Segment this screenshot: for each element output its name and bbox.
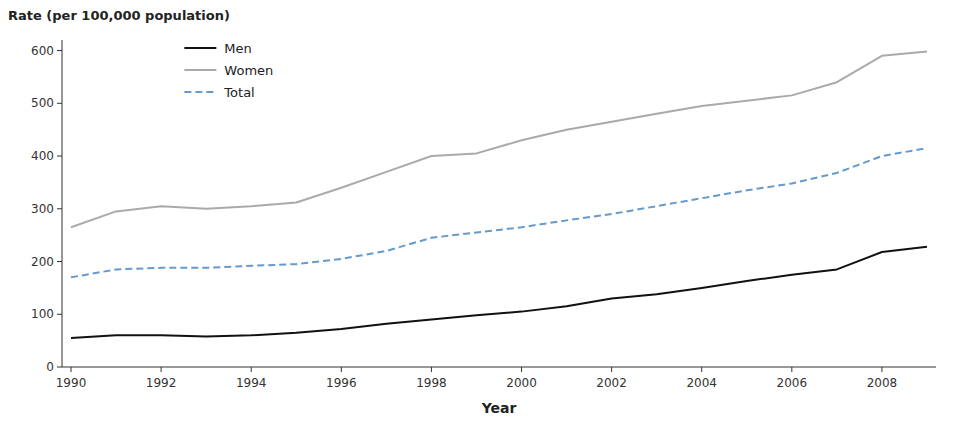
x-tick-label: 1990	[56, 376, 87, 390]
y-tick	[57, 156, 62, 157]
series-line	[71, 52, 927, 228]
y-axis-label: Rate (per 100,000 population)	[8, 8, 230, 23]
y-tick	[57, 367, 62, 368]
x-tick-label: 2002	[596, 376, 627, 390]
y-tick	[57, 261, 62, 262]
y-tick-label: 300	[31, 202, 54, 216]
x-tick	[251, 367, 252, 372]
chart: 1990199219941996199820002002200420062008…	[0, 0, 960, 425]
x-tick-label: 2000	[506, 376, 537, 390]
legend-swatch	[184, 91, 216, 93]
x-tick	[341, 367, 342, 372]
x-axis-line	[62, 367, 936, 368]
x-tick	[791, 367, 792, 372]
x-tick	[881, 367, 882, 372]
y-tick-label: 500	[31, 96, 54, 110]
y-tick	[57, 50, 62, 51]
x-tick	[611, 367, 612, 372]
x-tick-label: 1996	[326, 376, 357, 390]
x-axis-label: Year	[481, 400, 517, 416]
x-tick-label: 2008	[867, 376, 898, 390]
x-tick	[431, 367, 432, 372]
x-tick	[701, 367, 702, 372]
axes: 1990199219941996199820002002200420062008…	[31, 40, 936, 390]
y-tick-label: 100	[31, 307, 54, 321]
y-axis-line	[62, 40, 63, 367]
y-tick-label: 0	[46, 360, 54, 374]
x-tick-label: 2006	[777, 376, 808, 390]
x-tick	[521, 367, 522, 372]
lines	[71, 52, 927, 338]
legend-label: Total	[223, 85, 254, 100]
series-line	[71, 247, 927, 338]
x-tick-label: 1994	[236, 376, 267, 390]
legend-label: Women	[224, 63, 273, 78]
legend-label: Men	[224, 41, 251, 56]
y-tick	[57, 103, 62, 104]
y-tick-label: 400	[31, 149, 54, 163]
x-tick	[71, 367, 72, 372]
legend: Men Women Total	[184, 41, 273, 100]
y-tick	[57, 208, 62, 209]
y-tick	[57, 314, 62, 315]
x-tick	[161, 367, 162, 372]
x-tick-label: 1992	[146, 376, 177, 390]
y-tick-label: 200	[31, 255, 54, 269]
legend-swatch	[184, 47, 216, 49]
legend-swatch	[184, 69, 216, 71]
series-line	[71, 148, 927, 277]
x-tick-label: 1998	[416, 376, 447, 390]
x-tick-label: 2004	[686, 376, 717, 390]
y-tick-label: 600	[31, 44, 54, 58]
